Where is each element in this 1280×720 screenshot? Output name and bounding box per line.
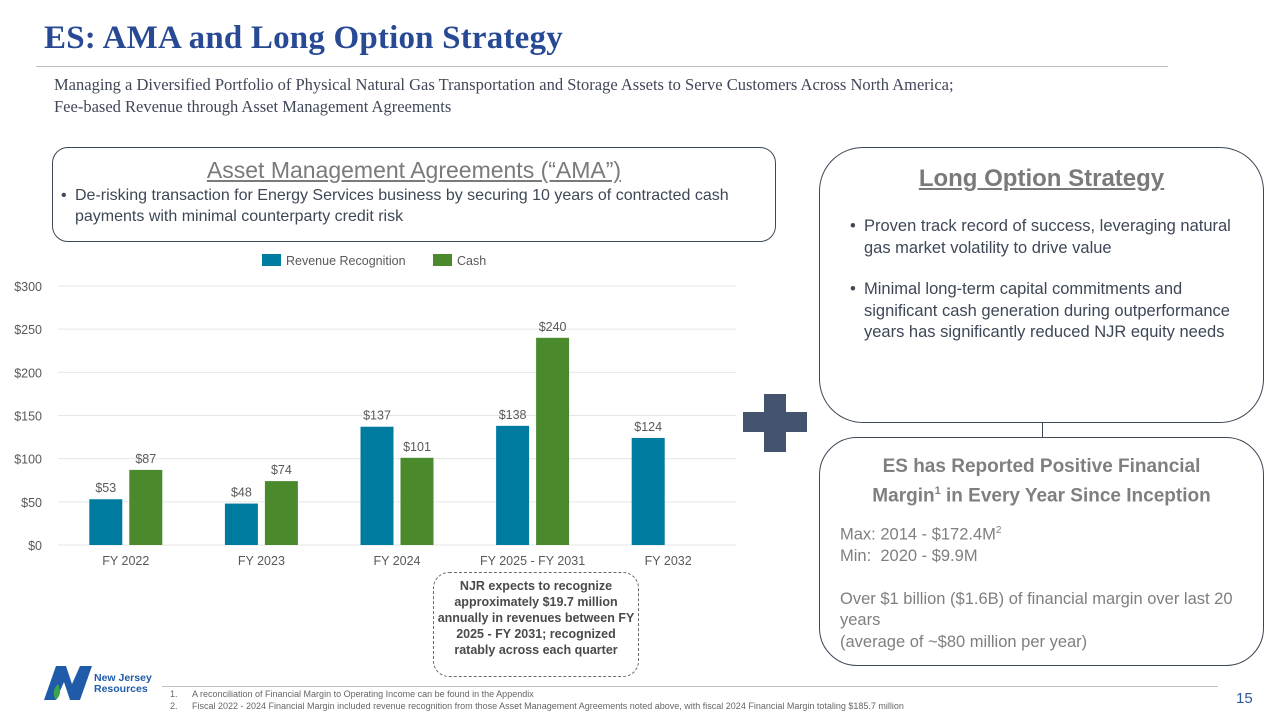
footnote-text: Fiscal 2022 - 2024 Financial Margin incl… — [192, 701, 904, 711]
y-tick-label: $150 — [14, 410, 42, 424]
logo-line-1: New Jersey — [94, 672, 152, 684]
footnotes: 1. A reconciliation of Financial Margin t… — [170, 688, 904, 712]
plus-icon — [743, 394, 807, 452]
njr-logo-icon — [44, 666, 92, 700]
es-margin-panel: ES has Reported Positive Financial Margi… — [819, 437, 1264, 666]
x-axis-labels: FY 2022 FY 2023 FY 2024 FY 2025 - FY 2031 FY… — [102, 554, 691, 568]
revenue-recognition-bar — [224, 503, 258, 545]
es-heading-line-2: Margin1 in Every Year Since Inception — [820, 479, 1263, 508]
y-tick-label: $300 — [14, 280, 42, 294]
page-subtitle: Managing a Diversified Portfolio of Phys… — [54, 74, 954, 118]
es-margin-heading: ES has Reported Positive Financial Margi… — [820, 454, 1263, 508]
chart-gridlines — [58, 285, 736, 546]
average-margin: (average of ~$80 million per year) — [840, 632, 1088, 651]
page-title: ES: AMA and Long Option Strategy — [44, 20, 563, 56]
title-divider — [36, 66, 1168, 67]
long-option-bullet: Proven track record of success, leveragi… — [842, 216, 1247, 259]
chart-legend: Revenue Recognition Cash — [262, 254, 486, 268]
ama-panel: Asset Management Agreements (“AMA”) De-r… — [52, 147, 776, 242]
max-margin-text: Max: 2014 - $172.4M — [840, 525, 996, 544]
x-category-label: FY 2024 — [373, 554, 420, 568]
ama-heading: Asset Management Agreements (“AMA”) — [206, 157, 622, 183]
logo-line-2: Resources — [94, 683, 148, 695]
legend-swatch-revenue — [262, 254, 281, 266]
x-category-label: FY 2032 — [645, 554, 692, 568]
total-margin: Over $1 billion ($1.6B) of financial mar… — [840, 589, 1233, 630]
footer-divider — [162, 686, 1218, 687]
es-margin-body: Max: 2014 - $172.4M2 Min: 2020 - $9.9M O… — [840, 520, 1263, 653]
bar-data-label: $101 — [403, 440, 431, 454]
subtitle-line-2: Fee-based Revenue through Asset Manageme… — [54, 97, 452, 116]
bar-data-label: $240 — [539, 320, 567, 334]
min-margin: Min: 2020 - $9.9M — [840, 547, 978, 566]
panel-connector-line — [1042, 423, 1043, 438]
y-tick-label: $100 — [14, 453, 42, 467]
bar-data-label: $87 — [135, 452, 156, 466]
page-number: 15 — [1236, 690, 1253, 707]
revenue-recognition-bar — [496, 425, 530, 545]
revenue-recognition-bar — [360, 426, 394, 545]
x-category-label: FY 2023 — [238, 554, 285, 568]
bar-data-label: $137 — [363, 409, 391, 423]
footnote: 1. A reconciliation of Financial Margin t… — [170, 688, 904, 700]
y-tick-label: $200 — [14, 366, 42, 380]
cash-bar — [400, 457, 434, 545]
legend-swatch-cash — [433, 254, 452, 266]
subtitle-line-1: Managing a Diversified Portfolio of Phys… — [54, 75, 954, 94]
cash-bar — [264, 481, 298, 545]
bar-data-label: $48 — [231, 486, 252, 500]
x-category-label: FY 2025 - FY 2031 — [480, 554, 585, 568]
long-option-strategy-panel: Long Option Strategy Proven track record… — [819, 147, 1264, 423]
footnote-number: 2. — [170, 701, 178, 711]
y-tick-label: $50 — [21, 496, 42, 510]
footnote-ref: 2 — [995, 525, 1002, 537]
footnote-text: A reconciliation of Financial Margin to … — [192, 689, 534, 699]
revenue-recognition-note: NJR expects to recognize approximately $… — [433, 572, 639, 677]
chart-bars: $53 $87 $48 $74 $137 $101 $138 $240 $124 — [89, 320, 665, 545]
y-tick-label: $250 — [14, 323, 42, 337]
bar-data-label: $74 — [271, 463, 292, 477]
revenue-cash-bar-chart: $0 $50 $100 $150 $200 $250 $300 $53 $87 $48 $74 $1… — [14, 254, 736, 568]
legend-label: Cash — [457, 254, 486, 268]
footnote: 2. Fiscal 2022 - 2024 Financial Margin in… — [170, 700, 904, 712]
y-axis-ticks: $0 $50 $100 $150 $200 $250 $300 — [14, 280, 42, 553]
es-heading-line-1: ES has Reported Positive Financial — [882, 456, 1201, 477]
cash-bar — [536, 337, 570, 545]
bar-data-label: $138 — [499, 408, 527, 422]
y-tick-label: $0 — [28, 539, 42, 553]
es-heading-text: Margin — [872, 485, 935, 507]
cash-bar — [129, 469, 163, 545]
es-heading-text: in Every Year Since Inception — [940, 485, 1211, 507]
long-option-bullet: Minimal long-term capital commitments an… — [842, 279, 1247, 344]
long-option-heading: Long Option Strategy — [918, 165, 1165, 192]
bar-data-label: $124 — [634, 420, 662, 434]
revenue-recognition-bar — [89, 499, 123, 545]
max-margin: Max: 2014 - $172.4M2 — [840, 520, 1263, 546]
revenue-recognition-bar — [631, 437, 665, 545]
footnote-ref: 1 — [934, 485, 941, 497]
ama-bullet: De-risking transaction for Energy Servic… — [53, 185, 765, 227]
footnote-number: 1. — [170, 689, 178, 699]
x-category-label: FY 2022 — [102, 554, 149, 568]
company-logo-text: New Jersey Resources — [94, 673, 152, 695]
legend-label: Revenue Recognition — [286, 254, 406, 268]
bar-data-label: $53 — [95, 481, 116, 495]
